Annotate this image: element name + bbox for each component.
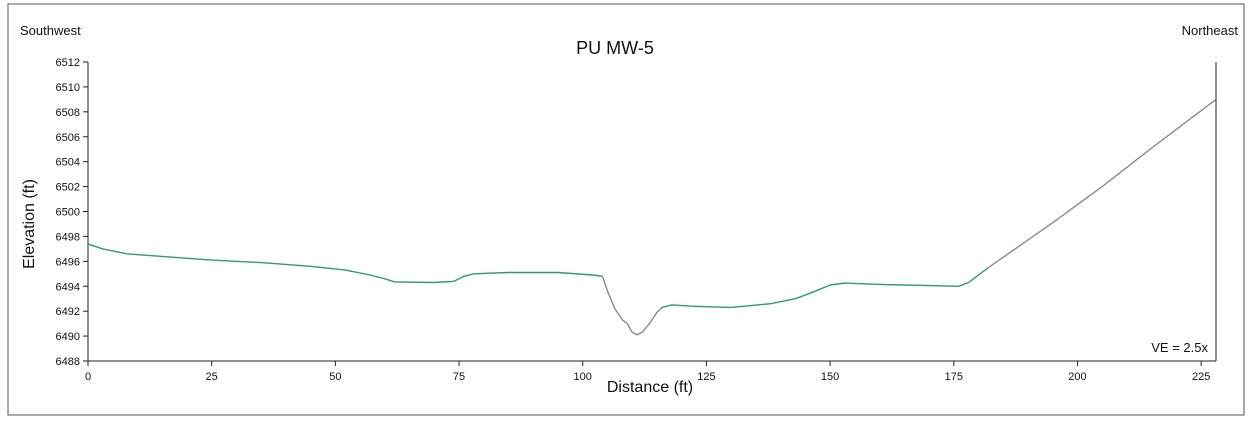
y-tick-label: 6496 xyxy=(56,256,80,268)
x-tick-label: 100 xyxy=(574,371,592,383)
outer-border xyxy=(7,3,1245,416)
y-tick-label: 6490 xyxy=(56,331,80,343)
y-tick-label: 6510 xyxy=(56,82,80,94)
x-axis-label: Distance (ft) xyxy=(607,379,693,396)
y-tick-label: 6494 xyxy=(56,281,80,293)
y-axis-label: Elevation (ft) xyxy=(21,179,38,269)
x-tick-label: 25 xyxy=(206,371,218,383)
x-tick-label: 50 xyxy=(329,371,341,383)
chart-title: PU MW-5 xyxy=(576,38,654,58)
axes xyxy=(87,62,1217,362)
x-tick-label: 225 xyxy=(1192,371,1210,383)
y-tick-label: 6492 xyxy=(56,306,80,318)
y-tick-label: 6508 xyxy=(56,107,80,119)
x-tick-label: 75 xyxy=(453,371,465,383)
y-tick-label: 6498 xyxy=(56,231,80,243)
profile-line-segment xyxy=(987,98,1217,269)
ticks: 6488 6490 6492 6494 6496 6498 6500 6502 6504 6506… xyxy=(56,57,1211,383)
y-tick-label: 6500 xyxy=(56,207,80,219)
x-tick-label: 200 xyxy=(1068,371,1086,383)
y-tick-label: 6506 xyxy=(56,132,80,144)
profile-line-segment xyxy=(601,276,663,336)
southwest-label: Southwest xyxy=(20,23,81,38)
profile-lines xyxy=(87,98,1217,336)
vertical-exaggeration-annotation: VE = 2.5x xyxy=(1151,340,1208,355)
y-tick-label: 6504 xyxy=(56,157,80,169)
y-tick-label: 6488 xyxy=(56,356,80,368)
x-tick-label: 150 xyxy=(821,371,839,383)
x-tick-label: 175 xyxy=(945,371,963,383)
y-tick-label: 6502 xyxy=(56,182,80,194)
x-tick-label: 125 xyxy=(697,371,715,383)
profile-line-segment xyxy=(661,267,989,309)
northeast-label: Northeast xyxy=(1182,23,1239,38)
profile-line-segment xyxy=(87,243,603,284)
y-tick-label: 6512 xyxy=(56,57,80,69)
x-tick-label: 0 xyxy=(85,371,91,383)
